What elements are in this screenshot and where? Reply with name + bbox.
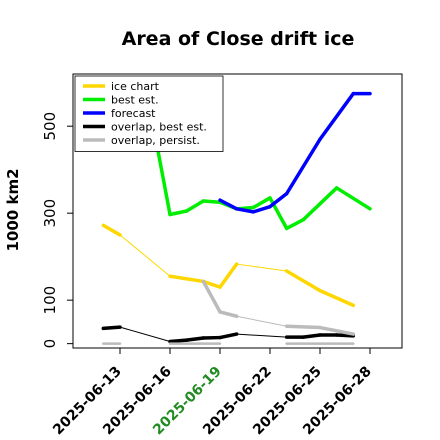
y-tick-label: 300 xyxy=(41,199,59,228)
series-layer xyxy=(101,91,372,345)
series-segment xyxy=(218,310,239,319)
series-ice-chart xyxy=(101,223,356,308)
legend-label: overlap, best est. xyxy=(111,121,207,134)
series-segment xyxy=(234,207,256,214)
legend-label: forecast xyxy=(111,107,156,120)
series-overlap-persist- xyxy=(201,279,356,336)
series-segment xyxy=(318,91,356,141)
series-segment xyxy=(236,333,288,338)
y-tick-label: 100 xyxy=(41,286,59,315)
series-segment xyxy=(201,279,222,289)
y-tick-label: 0 xyxy=(41,339,59,349)
series-segment xyxy=(301,333,322,339)
legend-label: best est. xyxy=(111,94,159,107)
series-segment xyxy=(334,333,356,338)
series-segment xyxy=(218,332,239,340)
chart-title: Area of Close drift ice xyxy=(122,28,355,50)
series-segment xyxy=(251,204,272,214)
series-segment xyxy=(101,223,122,237)
series-segment xyxy=(284,324,322,330)
series-segment xyxy=(251,196,272,210)
series-overlap-best-est- xyxy=(101,325,356,344)
series-segment xyxy=(284,217,306,231)
series-segment xyxy=(236,263,288,272)
series-segment xyxy=(284,269,322,293)
series-segment xyxy=(168,338,189,344)
series-segment xyxy=(334,186,372,211)
series-segment xyxy=(184,336,206,342)
series-segment xyxy=(101,325,122,331)
series-segment xyxy=(284,137,322,196)
series-segment xyxy=(119,326,171,342)
series-segment xyxy=(119,234,171,277)
series-segment xyxy=(184,199,206,213)
series-segment xyxy=(218,262,239,289)
series-segment xyxy=(268,191,289,209)
series-segment xyxy=(168,209,189,217)
plot-frame xyxy=(72,73,403,349)
series-segment xyxy=(236,315,288,327)
series-segment xyxy=(168,274,206,284)
series-segment xyxy=(301,186,339,222)
series-segment xyxy=(201,199,222,205)
y-tick-label: 500 xyxy=(41,112,59,141)
series-forecast xyxy=(218,91,372,214)
legend-label: overlap, persist. xyxy=(111,134,200,147)
axis-ticks: 01003005002025-06-132025-06-162025-06-19… xyxy=(41,112,375,438)
series-segment xyxy=(318,288,356,308)
series-segment xyxy=(201,279,222,314)
series-segment xyxy=(218,198,239,211)
y-axis-label: 1000 km2 xyxy=(4,168,22,251)
legend-label: ice chart xyxy=(111,80,160,93)
series-segment xyxy=(318,325,356,336)
